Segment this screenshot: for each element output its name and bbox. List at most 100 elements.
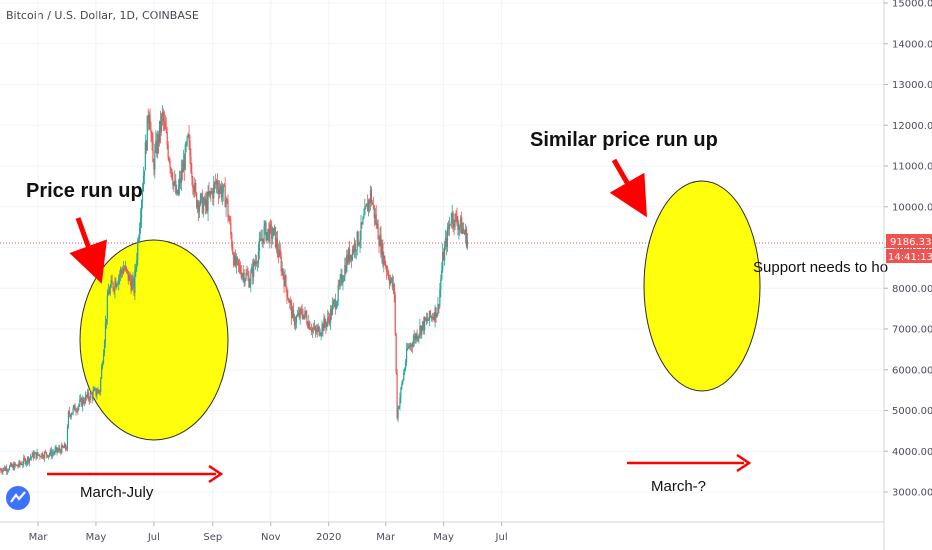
candles	[0, 105, 468, 476]
candle-body	[194, 182, 196, 193]
candle-body	[48, 453, 50, 456]
candle-body	[316, 328, 318, 333]
candle-body	[193, 188, 195, 193]
candle-body	[424, 317, 426, 331]
candle-body	[176, 190, 178, 194]
candle-body	[375, 214, 377, 226]
candle-body	[161, 112, 164, 116]
candle-body	[126, 269, 128, 271]
price-axis[interactable]: 3000.00 4000.00 5000.00 6000.00 7000.00 8000.…	[884, 0, 932, 499]
candle-body	[425, 318, 428, 321]
candle-body	[205, 199, 207, 207]
candle-body	[3, 467, 5, 470]
candle-body	[132, 278, 134, 282]
candle-body	[116, 284, 118, 287]
candle-body	[280, 256, 282, 272]
candle-body	[281, 268, 283, 272]
candle-body	[165, 128, 167, 133]
candle-body	[52, 452, 54, 454]
candle-body	[223, 184, 225, 186]
candle-body	[446, 227, 449, 247]
candle-body	[184, 144, 186, 170]
candle-body	[58, 448, 60, 451]
candle-body	[263, 226, 265, 243]
y-tick-label: 4000.00	[892, 447, 932, 458]
candle-body	[341, 274, 343, 284]
candle-body	[90, 392, 92, 394]
candle-body	[125, 266, 127, 270]
candle-body	[83, 402, 86, 404]
y-tick-label: 9000.00	[892, 243, 932, 254]
candle-body	[196, 193, 198, 208]
candle-body	[305, 310, 307, 317]
candle-body	[123, 268, 126, 270]
candle-body	[178, 186, 180, 195]
candle-body	[303, 314, 305, 319]
annotation-march-q: March-?	[651, 478, 706, 495]
candle-body	[406, 348, 409, 350]
candle-body	[88, 398, 90, 401]
candle-body	[445, 237, 448, 247]
tradingview-logo-icon[interactable]	[6, 486, 30, 510]
candle-body	[334, 299, 336, 309]
candle-body	[182, 160, 184, 173]
candle-body	[54, 449, 56, 453]
candle-body	[7, 469, 10, 471]
candle-body	[262, 238, 264, 243]
candle-body	[291, 303, 293, 319]
candle-body	[369, 190, 372, 204]
candle-body	[40, 456, 42, 458]
candle-body	[134, 269, 136, 293]
candle-body	[154, 150, 156, 170]
candle-body	[421, 325, 423, 335]
candle-body	[203, 197, 205, 204]
candle-body	[443, 252, 445, 261]
candle-body	[372, 204, 374, 206]
candle-body	[97, 389, 99, 394]
candle-body	[139, 227, 141, 239]
candle-body	[449, 224, 451, 226]
candle-body	[402, 379, 404, 384]
candle-body	[442, 252, 444, 270]
candle-body	[456, 215, 458, 224]
candle-body	[406, 348, 408, 363]
candle-body	[437, 304, 439, 314]
candle-body	[200, 193, 202, 195]
candle-body	[249, 284, 251, 287]
candle-body	[433, 316, 435, 321]
candle-body	[98, 389, 100, 392]
candle-body	[306, 316, 308, 324]
candle-body	[464, 229, 467, 235]
candle-body	[220, 186, 222, 198]
annotation-march-july: March-July	[80, 484, 154, 501]
candle-body	[466, 240, 468, 247]
y-tick-label: 11000.00	[892, 162, 932, 173]
chart-title: Bitcoin / U.S. Dollar, 1D, COINBASE	[6, 9, 199, 22]
candle-body	[328, 316, 330, 319]
candle-body	[179, 178, 182, 183]
candle-body	[370, 190, 373, 204]
candle-body	[0, 469, 2, 472]
candle-body	[201, 193, 203, 214]
candle-body	[391, 278, 393, 288]
candle-body	[33, 453, 35, 459]
candle-body	[195, 182, 197, 194]
candle-body	[77, 407, 79, 412]
candle-body	[13, 463, 15, 470]
y-tick-label: 10000.00	[892, 202, 932, 213]
candle-body	[225, 199, 227, 208]
x-tick-label: Mar	[376, 532, 396, 543]
candle-body	[311, 328, 314, 332]
candle-body	[254, 261, 257, 265]
candle-body	[387, 272, 390, 279]
candle-body	[171, 169, 173, 179]
candle-body	[246, 273, 248, 275]
annotation-support: Support needs to ho	[753, 259, 888, 276]
time-axis[interactable]: Mar May Jul Sep Nov 2020 Mar May Jul	[29, 522, 508, 543]
candle-body	[157, 134, 159, 155]
candle-body	[423, 321, 425, 331]
candle-body	[236, 257, 239, 260]
candle-body	[191, 172, 193, 179]
candle-body	[259, 238, 261, 240]
